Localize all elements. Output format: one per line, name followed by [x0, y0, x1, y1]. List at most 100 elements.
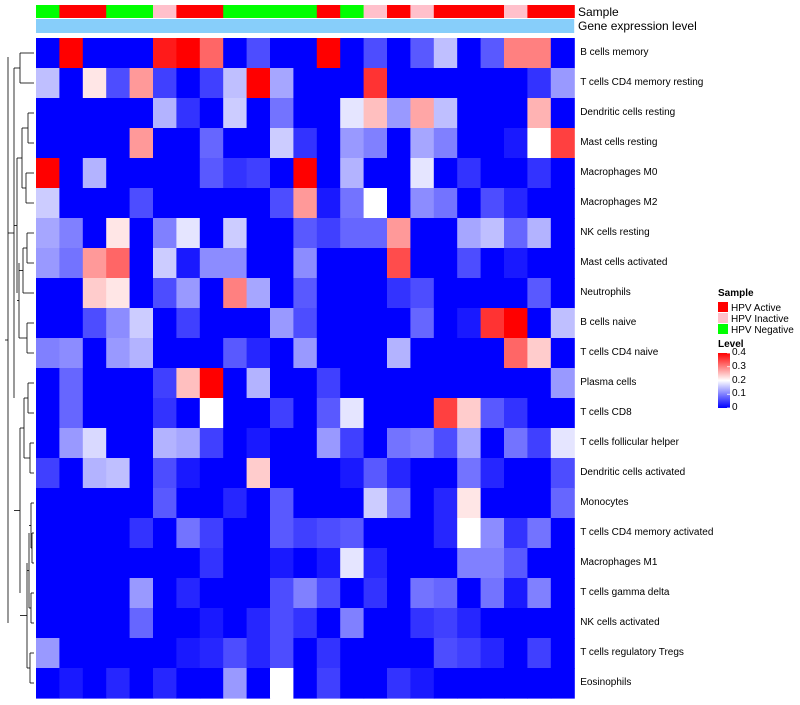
heatmap-cell: [176, 68, 201, 99]
heatmap-cell: [457, 608, 482, 639]
sample-cell: [340, 5, 365, 18]
heatmap-cell: [82, 308, 107, 339]
heatmap-cell: [82, 428, 107, 459]
heatmap-cell: [59, 338, 84, 369]
heatmap-cell: [433, 278, 458, 309]
heatmap-cell: [387, 278, 411, 309]
heatmap-cell: [340, 308, 365, 339]
heatmap-cell: [316, 38, 341, 69]
heatmap-cell: [340, 488, 365, 519]
heatmap-cell: [550, 188, 575, 219]
heatmap-cell: [550, 368, 575, 399]
heatmap-cell: [153, 638, 177, 669]
heatmap-cell: [527, 368, 552, 399]
sample-cell: [504, 5, 528, 18]
heatmap-cell: [504, 398, 528, 429]
heatmap-cell: [36, 158, 60, 189]
heatmap-cell: [199, 398, 224, 429]
heatmap-cells: [36, 38, 575, 699]
heatmap-cell: [363, 158, 388, 189]
row-dendrogram: [5, 52, 34, 684]
heatmap-cell: [153, 308, 177, 339]
row-label: T cells CD4 memory resting: [580, 77, 704, 88]
heatmap-cell: [59, 368, 84, 399]
heatmap-cell: [129, 338, 154, 369]
heatmap-cell: [36, 518, 60, 549]
heatmap-cell: [153, 368, 177, 399]
heatmap-cell: [129, 458, 154, 489]
heatmap-cell: [340, 248, 365, 279]
heatmap-cell: [316, 488, 341, 519]
heatmap-cell: [129, 638, 154, 669]
heatmap-cell: [480, 68, 505, 99]
heatmap-cell: [457, 398, 482, 429]
heatmap-cell: [550, 278, 575, 309]
heatmap-cell: [153, 518, 177, 549]
heatmap-cell: [106, 128, 131, 159]
heatmap-cell: [293, 128, 318, 159]
heatmap-cell: [480, 368, 505, 399]
heatmap-cell: [223, 638, 248, 669]
heatmap-cell: [106, 578, 131, 609]
heatmap-cell: [36, 398, 60, 429]
heatmap-cell: [199, 68, 224, 99]
sample-cell: [199, 5, 224, 18]
heatmap-cell: [293, 548, 318, 579]
heatmap-cell: [129, 68, 154, 99]
heatmap-cell: [153, 488, 177, 519]
row-label: Mast cells activated: [580, 257, 668, 268]
heatmap-cell: [59, 548, 84, 579]
heatmap-cell: [223, 398, 248, 429]
heatmap-cell: [82, 248, 107, 279]
heatmap-cell: [387, 488, 411, 519]
heatmap-cell: [129, 488, 154, 519]
heatmap-cell: [106, 398, 131, 429]
sample-cell: [59, 5, 84, 18]
heatmap-cell: [387, 338, 411, 369]
heatmap-cell: [504, 608, 528, 639]
heatmap-cell: [199, 428, 224, 459]
heatmap-cell: [36, 488, 60, 519]
heatmap-cell: [176, 308, 201, 339]
heatmap-cell: [246, 248, 271, 279]
sample-cell: [457, 5, 482, 18]
heatmap-cell: [176, 578, 201, 609]
heatmap-cell: [223, 98, 248, 129]
heatmap-cell: [316, 308, 341, 339]
heatmap-cell: [387, 608, 411, 639]
heatmap-cell: [527, 308, 552, 339]
row-label: NK cells activated: [580, 617, 660, 628]
heatmap-cell: [36, 548, 60, 579]
heatmap-cell: [480, 308, 505, 339]
heatmap-cell: [199, 638, 224, 669]
heatmap-cell: [270, 68, 294, 99]
level-tick-label: 0.4: [732, 347, 746, 358]
heatmap-cell: [550, 428, 575, 459]
heatmap-cell: [363, 338, 388, 369]
heatmap-cell: [340, 578, 365, 609]
heatmap-cell: [246, 638, 271, 669]
heatmap-cell: [387, 638, 411, 669]
heatmap-cell: [316, 368, 341, 399]
heatmap-cell: [293, 308, 318, 339]
heatmap-cell: [176, 668, 201, 699]
heatmap-cell: [433, 308, 458, 339]
heatmap-cell: [527, 518, 552, 549]
heatmap-cell: [293, 488, 318, 519]
heatmap-cell: [129, 548, 154, 579]
heatmap-cell: [176, 548, 201, 579]
heatmap-cell: [433, 458, 458, 489]
heatmap-cell: [270, 368, 294, 399]
heatmap-cell: [363, 68, 388, 99]
heatmap-cell: [246, 278, 271, 309]
row-label: Mast cells resting: [580, 137, 658, 148]
heatmap-cell: [340, 338, 365, 369]
row-label: T cells gamma delta: [580, 587, 670, 598]
heatmap-cell: [246, 518, 271, 549]
sample-cell: [527, 5, 552, 18]
row-label: Dendritic cells resting: [580, 107, 676, 118]
heatmap-cell: [129, 188, 154, 219]
heatmap-cell: [480, 608, 505, 639]
heatmap-cell: [82, 158, 107, 189]
